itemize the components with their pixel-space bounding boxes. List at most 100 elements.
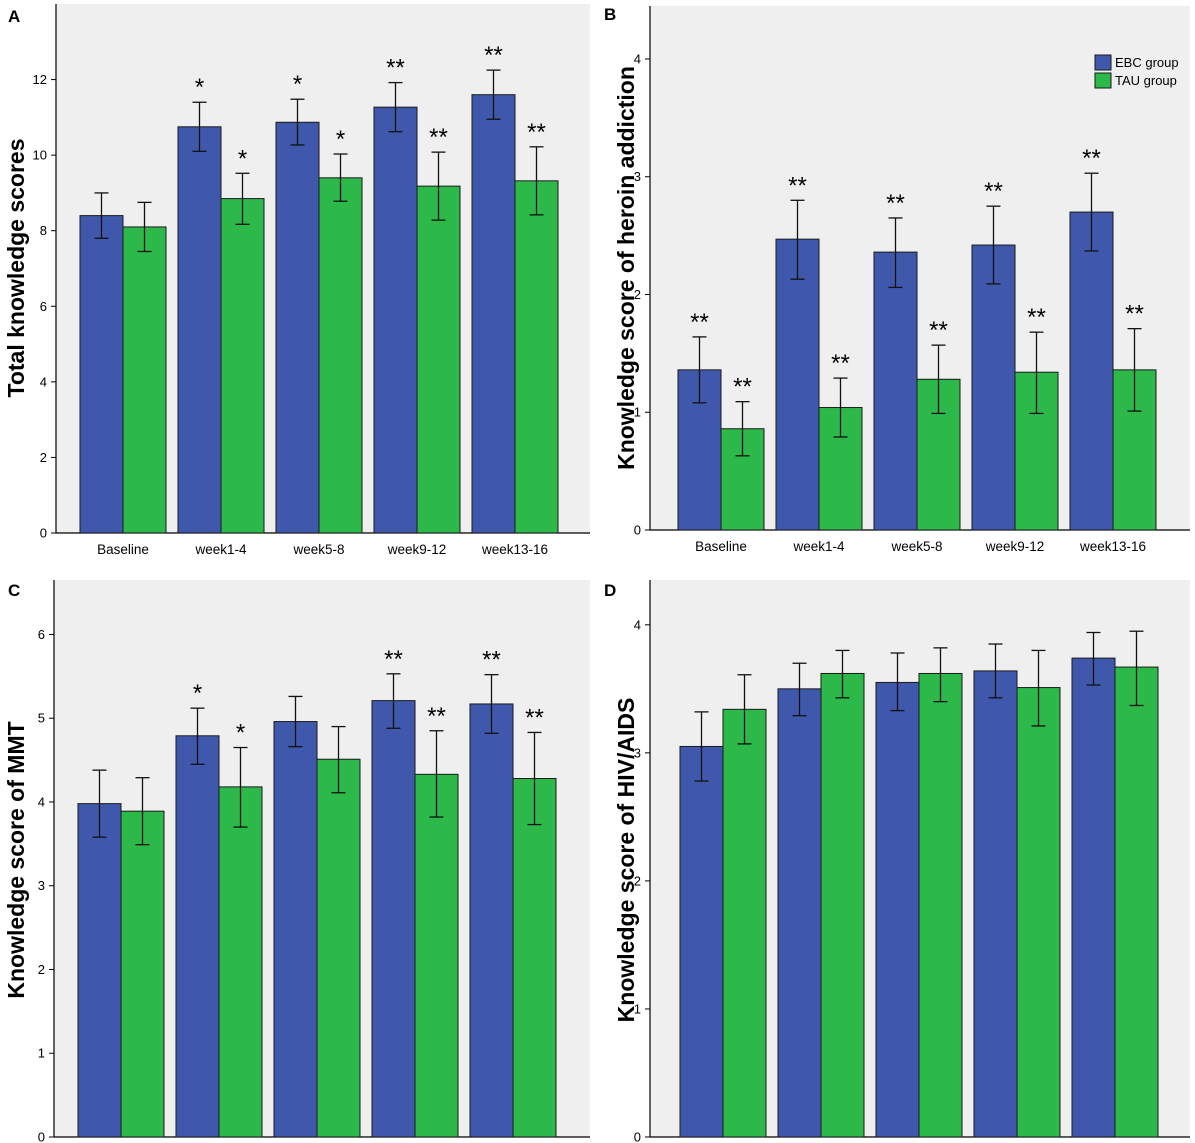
y-tick-label: 4 bbox=[634, 617, 641, 632]
tau-bar bbox=[918, 672, 963, 1138]
y-tick-label: 2 bbox=[40, 450, 47, 465]
ebc-bar bbox=[973, 670, 1018, 1138]
tau-bar bbox=[122, 226, 167, 534]
x-category-label: week1-4 bbox=[792, 539, 845, 554]
significance-marker: ** bbox=[984, 178, 1003, 205]
significance-marker: * bbox=[336, 126, 345, 153]
significance-marker: * bbox=[238, 145, 247, 172]
ebc-bar bbox=[775, 238, 820, 531]
ebc-bar bbox=[371, 700, 416, 1138]
y-tick-label: 1 bbox=[634, 1001, 641, 1016]
ebc-bar bbox=[177, 126, 222, 534]
significance-marker: ** bbox=[831, 350, 850, 377]
significance-marker: * bbox=[193, 680, 202, 707]
significance-marker: ** bbox=[427, 703, 446, 730]
significance-marker: ** bbox=[1125, 301, 1144, 328]
tau-bar bbox=[218, 786, 263, 1138]
y-tick-label: 2 bbox=[634, 873, 641, 888]
y-tick-label: 5 bbox=[38, 711, 45, 726]
significance-marker: ** bbox=[1027, 304, 1046, 331]
x-category-label: week9-12 bbox=[387, 542, 447, 557]
y-tick-label: 1 bbox=[38, 1046, 45, 1061]
y-tick-label: 10 bbox=[33, 148, 47, 163]
ebc-bar bbox=[469, 703, 514, 1138]
ebc-bar bbox=[273, 721, 318, 1138]
tau-bar bbox=[514, 180, 559, 534]
significance-marker: ** bbox=[386, 55, 405, 82]
tau-bar bbox=[318, 177, 363, 534]
ebc-bar bbox=[777, 688, 822, 1138]
significance-marker: ** bbox=[1082, 145, 1101, 172]
significance-marker: ** bbox=[929, 317, 948, 344]
significance-marker: ** bbox=[690, 309, 709, 336]
ebc-bar bbox=[373, 106, 418, 534]
x-category-label: week13-16 bbox=[481, 542, 548, 557]
y-axis-label: Total knowledge scores bbox=[3, 138, 29, 397]
y-tick-label: 0 bbox=[634, 523, 641, 538]
significance-marker: ** bbox=[429, 124, 448, 151]
tau-bar bbox=[722, 708, 767, 1138]
legend-swatch-tau bbox=[1094, 72, 1112, 89]
y-tick-label: 3 bbox=[634, 169, 641, 184]
significance-marker: ** bbox=[527, 119, 546, 146]
significance-marker: * bbox=[236, 720, 245, 747]
y-axis-label: Knowledge score of heroin addiction bbox=[613, 66, 639, 470]
y-tick-label: 0 bbox=[38, 1130, 45, 1143]
tau-bar bbox=[220, 198, 265, 534]
legend-swatch-ebc bbox=[1094, 54, 1112, 71]
x-category-label: week5-8 bbox=[292, 542, 344, 557]
significance-marker: ** bbox=[733, 374, 752, 401]
significance-marker: ** bbox=[384, 646, 403, 673]
y-tick-label: 0 bbox=[634, 1130, 641, 1143]
y-tick-label: 4 bbox=[634, 51, 641, 66]
y-tick-label: 6 bbox=[38, 627, 45, 642]
y-tick-label: 3 bbox=[634, 745, 641, 760]
y-tick-label: 1 bbox=[634, 405, 641, 420]
significance-marker: ** bbox=[484, 42, 503, 69]
ebc-bar bbox=[875, 681, 920, 1138]
panel-letter: A bbox=[8, 7, 20, 26]
significance-marker: ** bbox=[482, 647, 501, 674]
significance-marker: ** bbox=[788, 172, 807, 199]
ebc-bar bbox=[1069, 211, 1114, 531]
tau-bar bbox=[1114, 666, 1159, 1138]
x-category-label: Baseline bbox=[97, 542, 149, 557]
x-category-label: week5-8 bbox=[890, 539, 942, 554]
y-tick-label: 2 bbox=[634, 287, 641, 302]
ebc-bar bbox=[79, 215, 124, 534]
legend-label-tau: TAU group bbox=[1115, 73, 1177, 88]
y-axis-label: Knowledge score of HIV/AIDS bbox=[613, 698, 639, 1023]
tau-bar bbox=[316, 758, 361, 1138]
x-category-label: week13-16 bbox=[1079, 539, 1146, 554]
ebc-bar bbox=[679, 745, 724, 1138]
y-tick-label: 0 bbox=[40, 526, 47, 541]
y-tick-label: 2 bbox=[38, 962, 45, 977]
y-tick-label: 4 bbox=[40, 374, 47, 389]
ebc-bar bbox=[471, 94, 516, 534]
y-tick-label: 8 bbox=[40, 223, 47, 238]
tau-bar bbox=[1016, 687, 1061, 1138]
panel-letter: D bbox=[604, 581, 616, 600]
tau-bar bbox=[512, 778, 557, 1138]
ebc-bar bbox=[175, 735, 220, 1138]
chart-panel-b: B Knowledge score of heroin addiction 0 1 2 3… bbox=[604, 5, 1190, 554]
x-category-label: week1-4 bbox=[194, 542, 247, 557]
ebc-bar bbox=[1071, 657, 1116, 1138]
x-category-label: week9-12 bbox=[985, 539, 1045, 554]
significance-marker: ** bbox=[525, 704, 544, 731]
y-tick-label: 12 bbox=[33, 72, 47, 87]
significance-marker: ** bbox=[886, 190, 905, 217]
tau-bar bbox=[414, 773, 459, 1138]
tau-bar bbox=[416, 185, 461, 534]
ebc-bar bbox=[971, 244, 1016, 531]
panel-letter: C bbox=[8, 581, 20, 600]
significance-marker: * bbox=[195, 74, 204, 101]
chart-panel-a: A Total knowledge scores 0 2 4 6 8 10 12 Baseline… bbox=[3, 4, 590, 557]
y-tick-label: 3 bbox=[38, 878, 45, 893]
tau-bar bbox=[120, 810, 165, 1138]
ebc-bar bbox=[873, 251, 918, 531]
ebc-bar bbox=[77, 803, 122, 1138]
